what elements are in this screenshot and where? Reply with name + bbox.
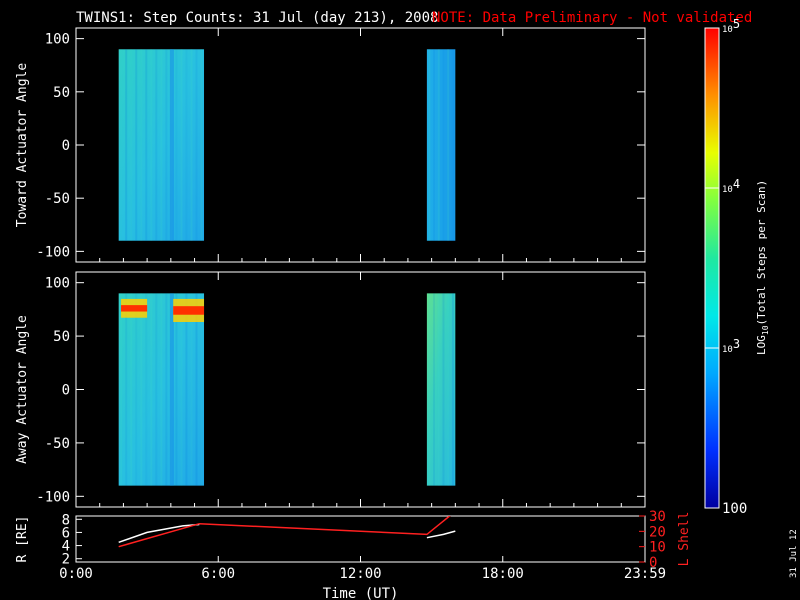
y-tick-label: 100 xyxy=(45,276,70,292)
chart-title: TWINS1: Step Counts: 31 Jul (day 213), 2… xyxy=(76,10,438,26)
heatmap-block xyxy=(118,293,205,486)
x-tick-label: 12:00 xyxy=(339,566,381,582)
panel-frame xyxy=(75,515,646,563)
hotspot xyxy=(173,306,205,315)
x-tick-label: 0:00 xyxy=(59,566,93,582)
y-tick-label: -50 xyxy=(45,191,70,207)
colorbar-tick-label: 100 xyxy=(722,501,747,517)
y-axis-label: Away Actuator Angle xyxy=(15,315,30,464)
heatmap-block xyxy=(118,49,205,241)
preliminary-note: NOTE: Data Preliminary - Not validated xyxy=(432,10,752,26)
r-series-line xyxy=(118,523,200,544)
y-tick-label: 0 xyxy=(62,383,70,399)
colorbar-tick-label: 105 xyxy=(722,17,740,35)
colorbar-ticks: 105 104 103 100 xyxy=(705,17,747,517)
heatmap-panel-1: -100 -50 0 50 100 Toward Actuator Angle xyxy=(15,27,646,263)
colorbar-label: LOG10(Total Steps per Scan) xyxy=(755,180,770,355)
hotspot xyxy=(121,305,148,312)
right-y-tick-label: 0 xyxy=(649,555,657,571)
heatmap-panel-2: -100 -50 0 50 100 Away Actuator Angle xyxy=(15,271,646,508)
y-tick-label: 2 xyxy=(62,552,70,568)
colorbar-tick-label: 103 xyxy=(722,337,740,355)
colorbar: 105 104 103 100 LOG10(Total Steps per Scan) xyxy=(704,17,770,517)
y-tick-label: -100 xyxy=(36,489,70,505)
heatmap-block xyxy=(426,293,456,486)
right-y-tick-label: 10 xyxy=(649,540,666,556)
y-axis-label: Toward Actuator Angle xyxy=(15,63,30,228)
date-stamp: 31 Jul 12 xyxy=(789,529,799,578)
y-tick-label: 0 xyxy=(62,138,70,154)
lshell-series-line xyxy=(118,516,451,548)
x-tick-label: 6:00 xyxy=(201,566,235,582)
y-tick-label: 4 xyxy=(62,539,70,555)
heatmap-streak xyxy=(169,293,174,486)
y-tick-label: 50 xyxy=(53,329,70,345)
y-tick-label: 8 xyxy=(62,512,70,528)
r-series-line xyxy=(426,530,456,539)
colorbar-gradient xyxy=(705,28,719,508)
left-y-axis-label: R [RE] xyxy=(15,516,30,563)
y-tick-label: 50 xyxy=(53,85,70,101)
y-tick-label: 6 xyxy=(62,525,70,541)
right-y-axis-label: L Shell xyxy=(677,512,692,567)
y-tick-label: -100 xyxy=(36,244,70,260)
colorbar-tick-label: 104 xyxy=(722,177,740,195)
heatmap-streak xyxy=(169,49,174,241)
x-tick-label: 23:59 xyxy=(624,566,666,582)
heatmap-block xyxy=(426,49,456,241)
x-tick-label: 18:00 xyxy=(482,566,524,582)
y-tick-label: 100 xyxy=(45,32,70,48)
y-tick-label: -50 xyxy=(45,436,70,452)
x-axis-label: Time (UT) xyxy=(323,586,399,600)
right-y-tick-label: 20 xyxy=(649,524,666,540)
right-y-tick-label: 30 xyxy=(649,509,666,525)
